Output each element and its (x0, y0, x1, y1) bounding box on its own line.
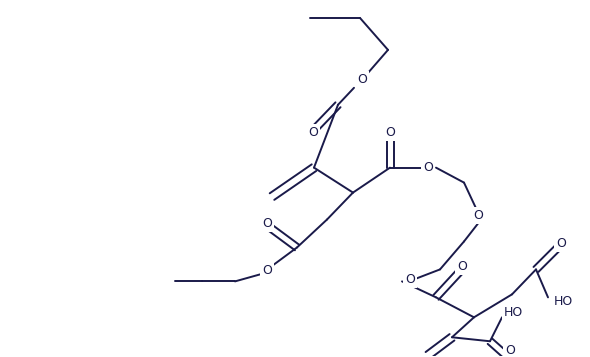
Text: O: O (262, 217, 272, 230)
Text: O: O (357, 73, 367, 86)
Text: O: O (262, 264, 272, 277)
Text: O: O (556, 237, 566, 250)
Text: O: O (423, 161, 433, 174)
Text: O: O (473, 209, 483, 222)
Text: O: O (505, 344, 515, 357)
Text: O: O (308, 126, 318, 139)
Text: O: O (457, 260, 467, 273)
Text: HO: HO (504, 306, 523, 319)
Text: HO: HO (554, 295, 573, 308)
Text: O: O (405, 273, 415, 286)
Text: O: O (385, 126, 395, 139)
